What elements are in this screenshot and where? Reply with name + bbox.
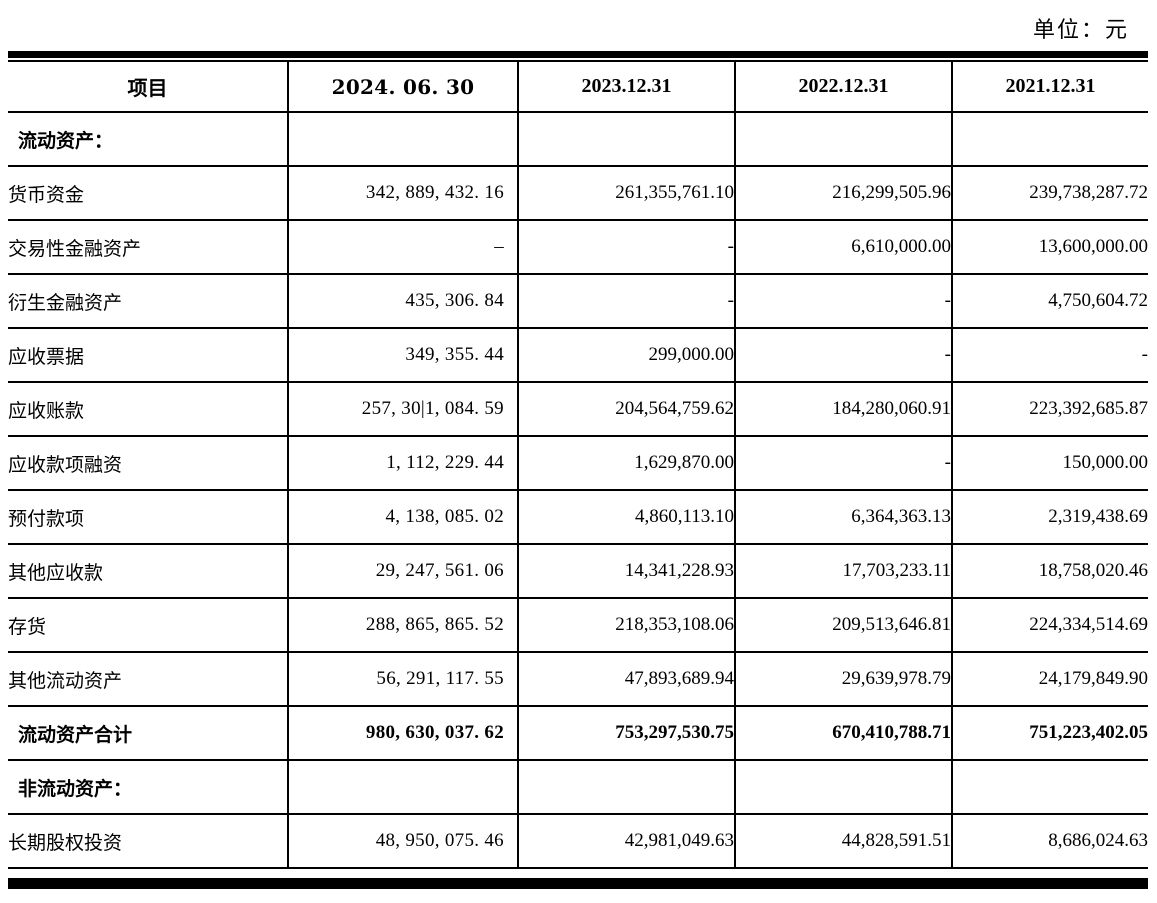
cell-value: 42,981,049.63 xyxy=(517,814,735,869)
cell-value: 223,392,685.87 xyxy=(951,382,1148,437)
table-row: 货币资金 342, 889, 432. 16 261,355,761.10 216,2… xyxy=(8,166,1148,221)
table-row: 其他应收款 29, 247, 561. 06 14,341,228.93 17,703… xyxy=(8,544,1148,599)
cell-value: 670,410,788.71 xyxy=(734,706,952,761)
row-label: 流动资产合计 xyxy=(8,706,288,761)
cell-value: 184,280,060.91 xyxy=(734,382,952,437)
cell-value: 48, 950, 075. 46 xyxy=(287,814,518,869)
cell-value xyxy=(287,112,518,167)
cell-value: - xyxy=(951,328,1148,383)
row-label: 非流动资产： xyxy=(8,760,288,815)
financial-table: 项目 2024. 06. 30 2023.12.31 2022.12.31 2021.1… xyxy=(8,60,1148,869)
column-header: 2024. 06. 30 xyxy=(287,61,518,113)
row-label: 流动资产： xyxy=(8,112,288,167)
row-label: 应收票据 xyxy=(8,328,288,383)
financial-table-container: 项目 2024. 06. 30 2023.12.31 2022.12.31 2021.1… xyxy=(8,51,1148,889)
cell-value: 2,319,438.69 xyxy=(951,490,1148,545)
table-row: 其他流动资产 56, 291, 117. 55 47,893,689.94 29,63… xyxy=(8,652,1148,707)
cell-value: 13,600,000.00 xyxy=(951,220,1148,275)
table-row: 存货 288, 865, 865. 52 218,353,108.06 209,513… xyxy=(8,598,1148,653)
cell-value: - xyxy=(517,220,735,275)
cell-value: 218,353,108.06 xyxy=(517,598,735,653)
table-body: 流动资产： 货币资金 342, 889, 432. 16 261,355,761.10… xyxy=(8,112,1148,869)
cell-value xyxy=(951,112,1148,167)
cell-value: 8,686,024.63 xyxy=(951,814,1148,869)
table-row: 流动资产： xyxy=(8,112,1148,167)
table-row: 非流动资产： xyxy=(8,760,1148,815)
column-header: 项目 xyxy=(8,61,288,113)
cell-value: 980, 630, 037. 62 xyxy=(287,706,518,761)
table-row: 预付款项 4, 138, 085. 02 4,860,113.10 6,364,363… xyxy=(8,490,1148,545)
row-label: 其他应收款 xyxy=(8,544,288,599)
cell-value: 753,297,530.75 xyxy=(517,706,735,761)
table-row: 长期股权投资 48, 950, 075. 46 42,981,049.63 44,82… xyxy=(8,814,1148,869)
column-header: 2021.12.31 xyxy=(951,61,1148,113)
cell-value: 14,341,228.93 xyxy=(517,544,735,599)
cell-value: – xyxy=(287,220,518,275)
cell-value: 4,860,113.10 xyxy=(517,490,735,545)
row-label: 应收账款 xyxy=(8,382,288,437)
cell-value: 1,629,870.00 xyxy=(517,436,735,491)
cell-value xyxy=(287,760,518,815)
row-label: 衍生金融资产 xyxy=(8,274,288,329)
table-row: 交易性金融资产 – -6,610,000.00 13,600,000.00 xyxy=(8,220,1148,275)
cell-value: 24,179,849.90 xyxy=(951,652,1148,707)
cell-value: 342, 889, 432. 16 xyxy=(287,166,518,221)
unit-label: 单位：元 xyxy=(1032,17,1129,42)
cell-value: 239,738,287.72 xyxy=(951,166,1148,221)
row-label: 应收款项融资 xyxy=(8,436,288,491)
cell-value: 47,893,689.94 xyxy=(517,652,735,707)
table-row: 应收款项融资 1, 112, 229. 44 1,629,870.00-150,00… xyxy=(8,436,1148,491)
cell-value: 349, 355. 44 xyxy=(287,328,518,383)
column-header: 2023.12.31 xyxy=(517,61,735,113)
cell-value xyxy=(517,112,735,167)
cell-value xyxy=(517,760,735,815)
cell-value: - xyxy=(734,328,952,383)
cell-value: - xyxy=(517,274,735,329)
cell-value: 1, 112, 229. 44 xyxy=(287,436,518,491)
row-label: 长期股权投资 xyxy=(8,814,288,869)
cell-value: 6,610,000.00 xyxy=(734,220,952,275)
table-row: 流动资产合计 980, 630, 037. 62 753,297,530.75 670… xyxy=(8,706,1148,761)
cell-value: 56, 291, 117. 55 xyxy=(287,652,518,707)
row-label: 存货 xyxy=(8,598,288,653)
cell-value: 4,750,604.72 xyxy=(951,274,1148,329)
cell-value: 751,223,402.05 xyxy=(951,706,1148,761)
table-row: 应收账款 257, 30|1, 084. 59 204,564,759.62 184,… xyxy=(8,382,1148,437)
cell-value: 4, 138, 085. 02 xyxy=(287,490,518,545)
table-row: 应收票据 349, 355. 44 299,000.00- - xyxy=(8,328,1148,383)
row-label: 预付款项 xyxy=(8,490,288,545)
cell-value: 209,513,646.81 xyxy=(734,598,952,653)
cell-value: 204,564,759.62 xyxy=(517,382,735,437)
cell-value: 257, 30|1, 084. 59 xyxy=(287,382,518,437)
cell-value: 6,364,363.13 xyxy=(734,490,952,545)
row-label: 交易性金融资产 xyxy=(8,220,288,275)
cell-value: 150,000.00 xyxy=(951,436,1148,491)
cell-value: 29,639,978.79 xyxy=(734,652,952,707)
cell-value: 224,334,514.69 xyxy=(951,598,1148,653)
cell-value: - xyxy=(734,274,952,329)
cell-value: 29, 247, 561. 06 xyxy=(287,544,518,599)
row-label: 货币资金 xyxy=(8,166,288,221)
cell-value: 299,000.00 xyxy=(517,328,735,383)
cell-value xyxy=(734,760,952,815)
cell-value: 17,703,233.11 xyxy=(734,544,952,599)
cell-value: - xyxy=(734,436,952,491)
cell-value: 435, 306. 84 xyxy=(287,274,518,329)
cell-value: 261,355,761.10 xyxy=(517,166,735,221)
cell-value: 18,758,020.46 xyxy=(951,544,1148,599)
cell-value: 288, 865, 865. 52 xyxy=(287,598,518,653)
cell-value xyxy=(734,112,952,167)
cell-value xyxy=(951,760,1148,815)
header-row: 项目 2024. 06. 30 2023.12.31 2022.12.31 2021.1… xyxy=(8,61,1148,113)
row-label: 其他流动资产 xyxy=(8,652,288,707)
cell-value: 44,828,591.51 xyxy=(734,814,952,869)
cell-value: 216,299,505.96 xyxy=(734,166,952,221)
table-row: 衍生金融资产 435, 306. 84- -4,750,604.72 xyxy=(8,274,1148,329)
column-header: 2022.12.31 xyxy=(734,61,952,113)
